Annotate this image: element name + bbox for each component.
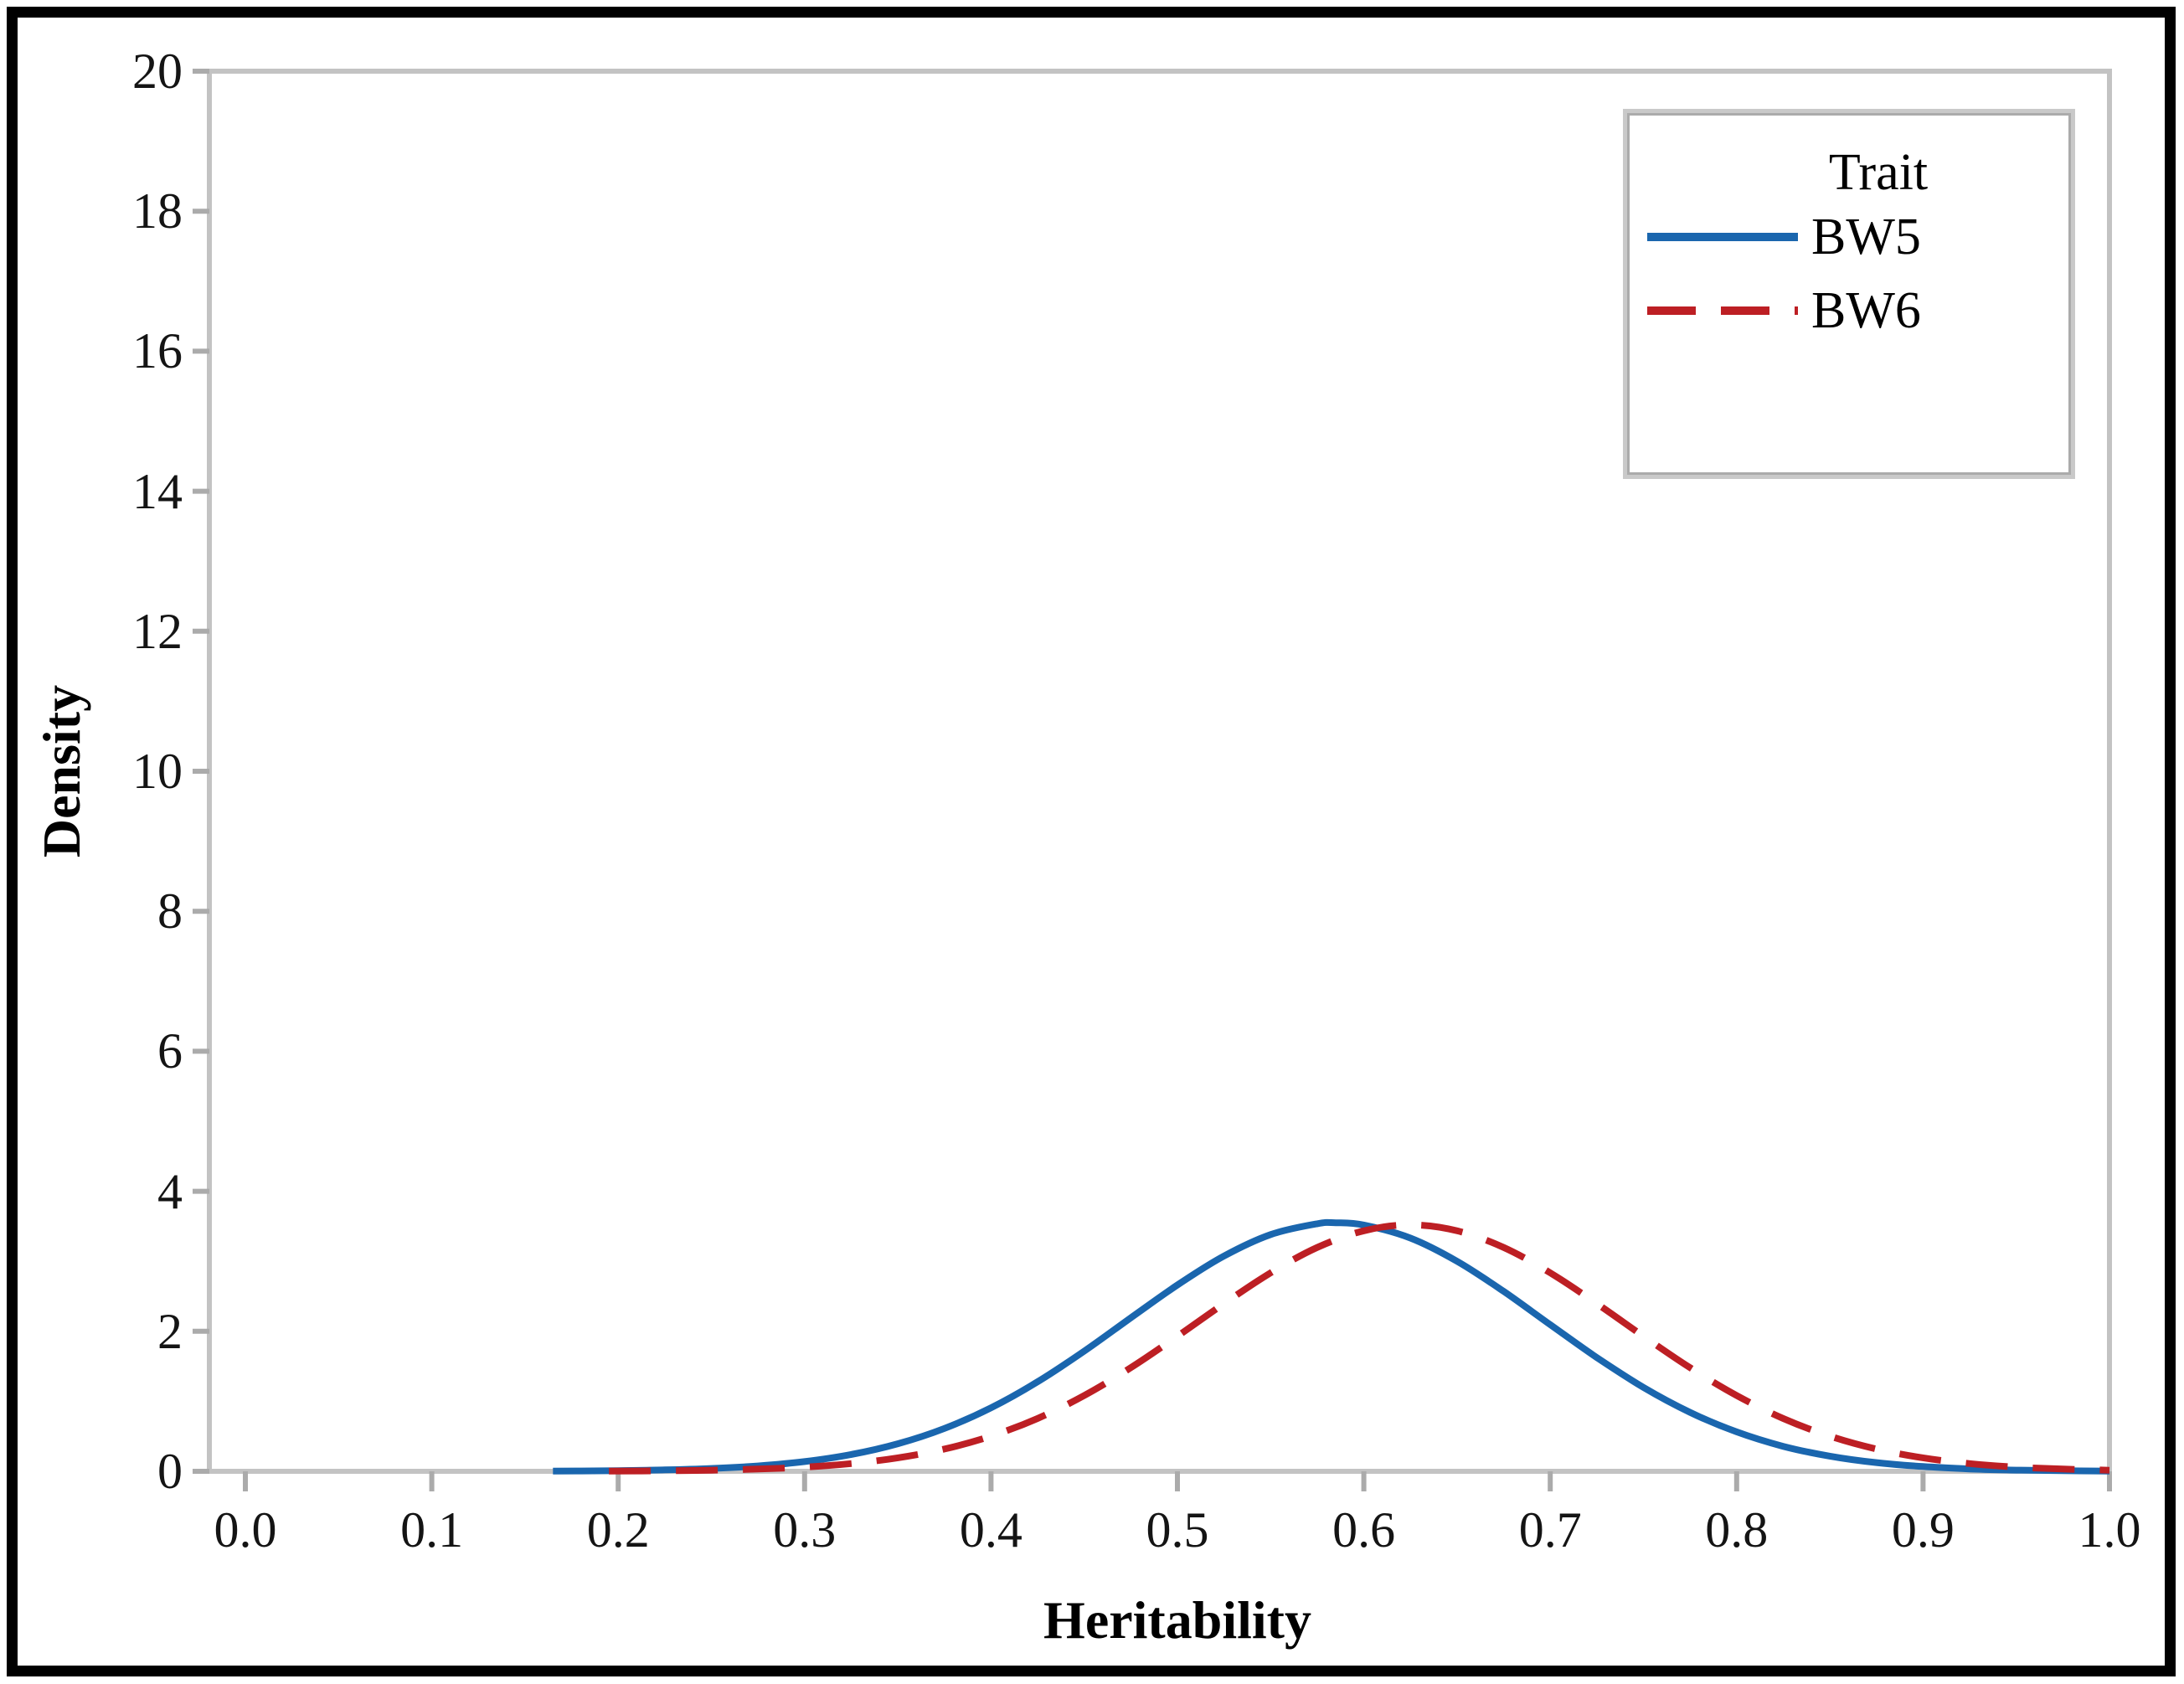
legend-item-bw5: BW5 bbox=[1627, 200, 2071, 274]
bw5-density-curve bbox=[553, 1218, 2110, 1475]
y-tick-label: 20 bbox=[132, 44, 183, 99]
y-tick-label: 6 bbox=[157, 1023, 183, 1079]
y-tick-label: 4 bbox=[157, 1163, 183, 1219]
x-tick-label: 0.4 bbox=[959, 1502, 1022, 1558]
x-tick-label: 0.0 bbox=[214, 1502, 277, 1558]
y-tick-label: 12 bbox=[132, 603, 183, 659]
y-tick-label: 14 bbox=[132, 463, 183, 519]
x-tick-label: 0.3 bbox=[773, 1502, 837, 1558]
bw5-solid-line-swatch bbox=[1647, 233, 1798, 241]
y-tick-label: 10 bbox=[132, 744, 183, 799]
y-tick-label: 0 bbox=[157, 1444, 183, 1499]
x-tick-label: 0.9 bbox=[1891, 1502, 1955, 1558]
legend-item-bw6: BW6 bbox=[1627, 274, 2071, 348]
x-tick-label: 0.7 bbox=[1518, 1502, 1582, 1558]
y-axis-title: Density bbox=[32, 684, 91, 858]
x-axis-title: Heritability bbox=[1043, 1590, 1311, 1650]
y-tick-label: 16 bbox=[132, 323, 183, 379]
y-tick-label: 2 bbox=[157, 1303, 183, 1359]
x-tick-label: 0.8 bbox=[1705, 1502, 1769, 1558]
legend-title: Trait bbox=[1828, 144, 1929, 201]
y-tick-label: 8 bbox=[157, 883, 183, 940]
y-tick-label: 18 bbox=[132, 183, 183, 239]
x-tick-label: 0.5 bbox=[1146, 1502, 1209, 1558]
x-tick-label: 0.6 bbox=[1332, 1502, 1396, 1558]
legend-label-bw5: BW5 bbox=[1811, 209, 1921, 265]
legend: Trait BW5 BW6 bbox=[1623, 109, 2075, 479]
x-tick-label: 0.2 bbox=[586, 1502, 650, 1558]
legend-label-bw6: BW6 bbox=[1811, 282, 1921, 339]
bw6-density-curve bbox=[609, 1221, 2110, 1475]
x-tick-label: 0.1 bbox=[400, 1502, 464, 1558]
x-tick-label: 1.0 bbox=[2078, 1502, 2141, 1558]
bw6-dashed-line-swatch bbox=[1647, 306, 1798, 315]
